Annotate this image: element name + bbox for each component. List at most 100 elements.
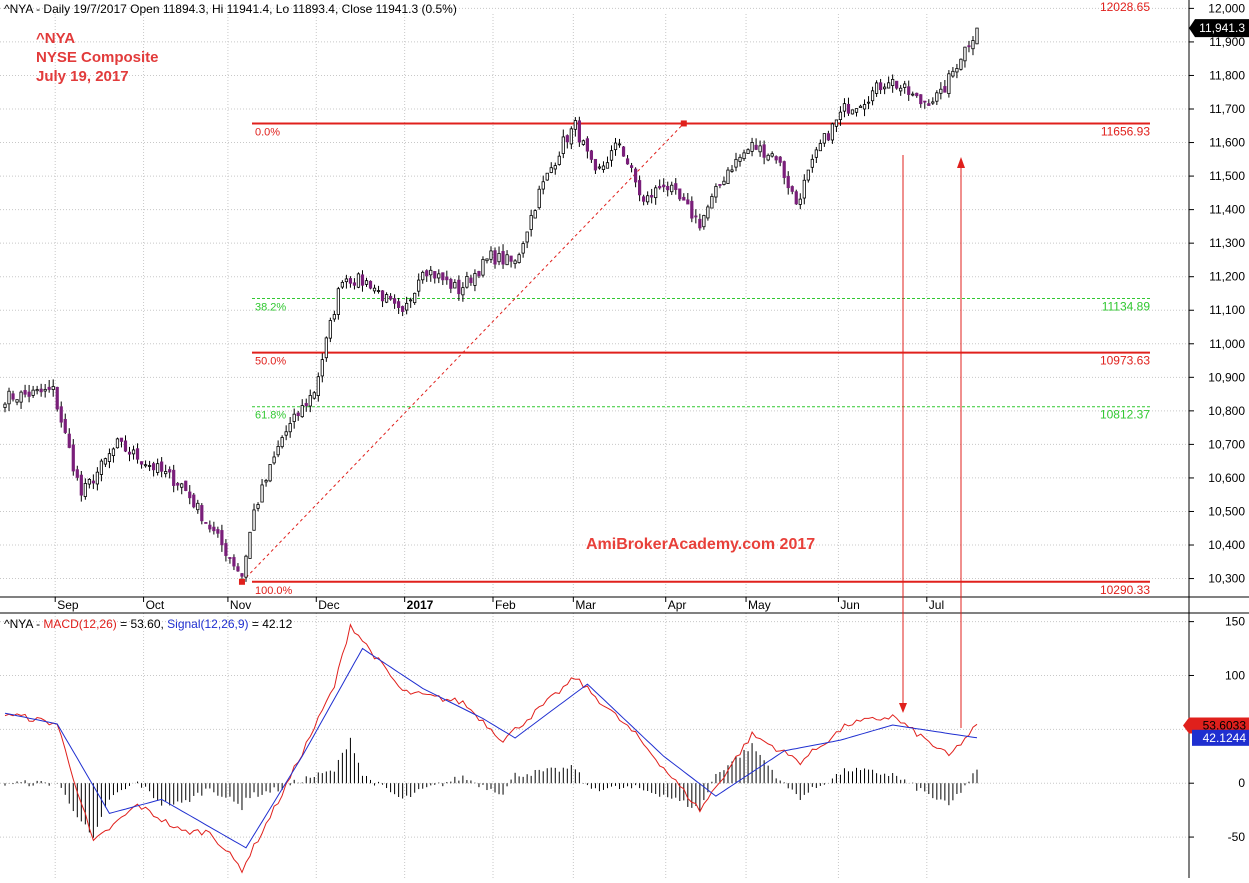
fib-value-label-2: 10973.63 bbox=[1100, 354, 1150, 368]
candle-body bbox=[846, 103, 851, 114]
candle bbox=[878, 78, 883, 95]
candle-body bbox=[276, 446, 280, 456]
candle-body bbox=[870, 90, 875, 102]
candle bbox=[192, 492, 196, 509]
candle-body bbox=[103, 458, 108, 465]
candle bbox=[870, 86, 875, 106]
candle-body bbox=[585, 138, 590, 152]
candle bbox=[666, 181, 670, 197]
candle-body bbox=[160, 461, 164, 472]
candle-body bbox=[15, 399, 19, 403]
candle-body bbox=[549, 167, 553, 173]
candle bbox=[352, 278, 357, 290]
candle bbox=[746, 148, 750, 154]
candle-body bbox=[951, 70, 955, 77]
candle-body bbox=[786, 176, 790, 189]
candle-body bbox=[336, 288, 340, 315]
candle bbox=[256, 502, 260, 512]
fib-pct-label-3: 61.8% bbox=[255, 410, 286, 422]
candle-body bbox=[292, 413, 296, 422]
candle-body bbox=[320, 359, 324, 377]
candle bbox=[963, 46, 967, 68]
candle-body bbox=[7, 390, 11, 405]
candle-body bbox=[356, 273, 361, 288]
candle bbox=[770, 151, 774, 158]
candle bbox=[461, 282, 465, 302]
candle-body bbox=[862, 104, 867, 110]
candle-body bbox=[718, 184, 722, 186]
candle-body bbox=[565, 135, 569, 143]
candle bbox=[336, 286, 340, 320]
candle bbox=[409, 297, 413, 308]
candle-body bbox=[601, 165, 606, 170]
candle-body bbox=[135, 448, 140, 460]
price-tick-label-16: 10,400 bbox=[1208, 538, 1245, 552]
fib-value-label-1: 11134.89 bbox=[1102, 300, 1151, 314]
macd-value: = 53.60, bbox=[116, 617, 168, 631]
watermark: AmiBrokerAcademy.com 2017 bbox=[586, 536, 816, 553]
candle bbox=[248, 531, 252, 559]
candle-body bbox=[911, 93, 915, 96]
candle bbox=[35, 385, 39, 395]
candle-body bbox=[200, 505, 204, 522]
candle-body bbox=[316, 376, 320, 397]
candle bbox=[107, 448, 112, 469]
candle-body bbox=[658, 185, 662, 189]
candle bbox=[364, 277, 369, 287]
candle bbox=[730, 165, 734, 173]
candle-body bbox=[943, 86, 947, 93]
candle-body bbox=[376, 290, 381, 292]
candle-body bbox=[806, 169, 810, 181]
candle bbox=[722, 176, 726, 186]
candle-body bbox=[445, 276, 449, 281]
macd-tick-label-4: -50 bbox=[1228, 830, 1246, 844]
price-tick-label-1: 11,900 bbox=[1209, 35, 1245, 49]
candle bbox=[778, 155, 782, 167]
candle-body bbox=[196, 502, 200, 511]
candle bbox=[521, 241, 525, 258]
time-tick-label-0: Sep bbox=[57, 598, 79, 612]
candle-body bbox=[401, 306, 405, 312]
candle bbox=[51, 379, 55, 397]
candle-body bbox=[131, 449, 136, 455]
time-tick-label-6: Mar bbox=[575, 598, 596, 612]
candle bbox=[31, 385, 35, 398]
candle bbox=[376, 285, 381, 294]
candle bbox=[180, 482, 184, 495]
candle bbox=[469, 274, 473, 286]
candle-body bbox=[915, 92, 919, 97]
candle-body bbox=[766, 154, 770, 161]
candle-body bbox=[810, 158, 814, 168]
fib-pct-label-2: 50.0% bbox=[255, 356, 286, 368]
macd-label: MACD(12,26) bbox=[43, 617, 117, 631]
candle bbox=[384, 292, 389, 304]
annotation-arrows bbox=[899, 155, 965, 728]
title-date: July 19, 2017 bbox=[36, 68, 129, 85]
candle-body bbox=[646, 195, 650, 203]
candle-body bbox=[441, 272, 445, 281]
candle-body bbox=[782, 161, 786, 178]
candle-body bbox=[629, 165, 634, 168]
candle bbox=[891, 74, 895, 93]
candle bbox=[152, 461, 156, 477]
candle bbox=[714, 183, 718, 203]
candle bbox=[702, 214, 706, 230]
candle-body bbox=[248, 531, 252, 559]
candle bbox=[465, 271, 469, 289]
price-tick-label-4: 11,600 bbox=[1209, 136, 1245, 150]
candle-body bbox=[577, 120, 581, 143]
candle bbox=[706, 204, 710, 221]
candle-body bbox=[826, 133, 830, 141]
candle-body bbox=[212, 526, 216, 532]
candle bbox=[734, 152, 738, 172]
candle-body bbox=[332, 314, 336, 320]
candle-body bbox=[501, 251, 505, 265]
macd-panel bbox=[4, 623, 978, 874]
candle-body bbox=[947, 73, 951, 94]
candle-body bbox=[891, 79, 895, 86]
candle bbox=[943, 79, 947, 93]
candle-body bbox=[344, 278, 349, 283]
candle-body bbox=[561, 136, 565, 154]
candle-body bbox=[308, 395, 312, 407]
